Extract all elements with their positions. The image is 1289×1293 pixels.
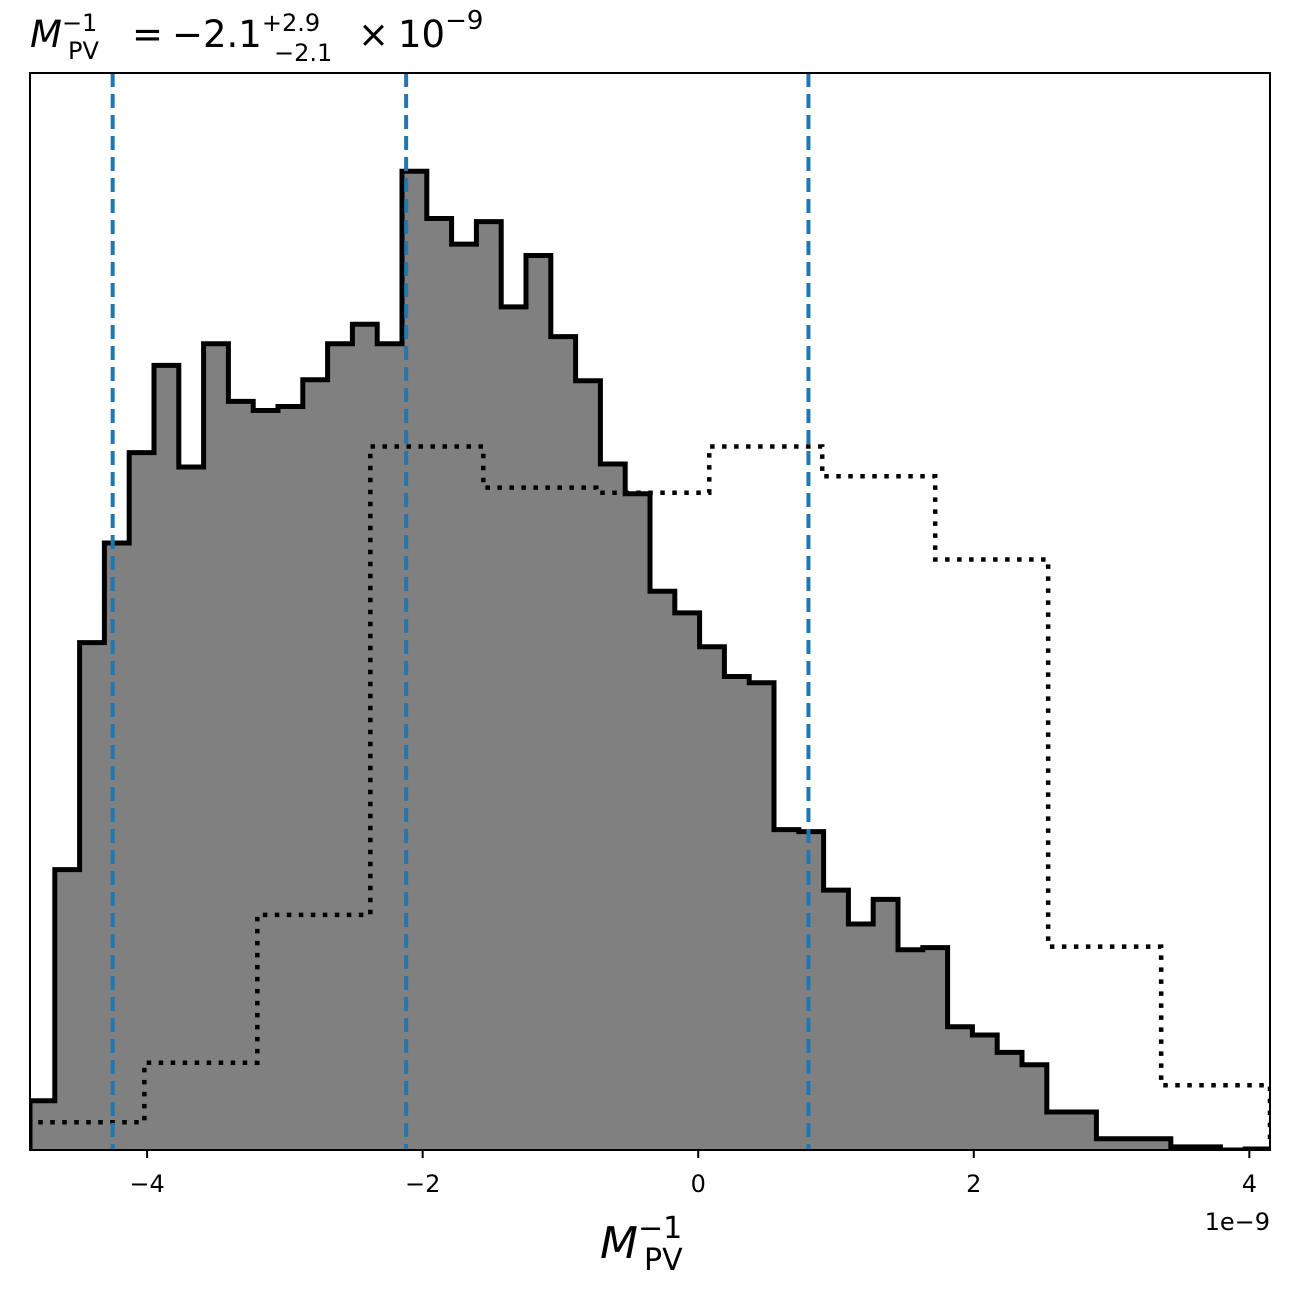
title-times: × bbox=[358, 13, 389, 56]
x-axis-ticks: −4 −2 0 2 4 bbox=[129, 1150, 1257, 1198]
quantile-lines bbox=[110, 73, 811, 1150]
title-subscript: PV bbox=[68, 37, 99, 65]
title-equals: = bbox=[132, 13, 163, 56]
x-tick-label-1: −2 bbox=[405, 1170, 440, 1198]
xlabel-superscript: −1 bbox=[638, 1211, 682, 1246]
x-axis-label: M−1 PV bbox=[600, 1211, 683, 1278]
title-symbol: M bbox=[30, 13, 62, 56]
xlabel-subscript: PV bbox=[644, 1243, 683, 1278]
x-tick-label-4: 4 bbox=[1242, 1170, 1257, 1198]
title-superscript: −1 bbox=[62, 9, 97, 37]
x-tick-label-3: 2 bbox=[966, 1170, 981, 1198]
title-upper-error: +2.9 bbox=[262, 9, 320, 37]
offset-text: 1e−9 bbox=[1205, 1208, 1270, 1236]
x-tick-label-2: 0 bbox=[691, 1170, 706, 1198]
prior-histogram-outline bbox=[30, 444, 1270, 1150]
posterior-histogram-fill bbox=[30, 171, 1270, 1150]
plot-frame bbox=[29, 72, 1271, 1151]
posterior-histogram-outline bbox=[30, 168, 1270, 1150]
x-tick-label-0: −4 bbox=[129, 1170, 164, 1198]
xlabel-symbol: M bbox=[600, 1218, 638, 1269]
title-value: −2.1 bbox=[172, 13, 262, 56]
title-lower-error: −2.1 bbox=[274, 39, 332, 67]
chart-title: M−1 PV = −2.1+2.9 −2.1 × 10−9 bbox=[30, 6, 483, 67]
title-base: 10 bbox=[398, 13, 445, 56]
title-exponent: −9 bbox=[445, 6, 483, 36]
